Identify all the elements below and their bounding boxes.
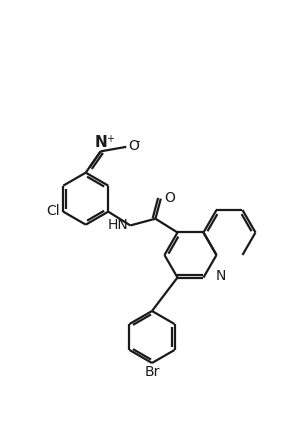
Text: N: N bbox=[94, 135, 107, 150]
Text: HN: HN bbox=[108, 218, 128, 232]
Text: N: N bbox=[216, 269, 226, 283]
Text: +: + bbox=[106, 134, 114, 145]
Text: Br: Br bbox=[144, 365, 160, 379]
Text: O: O bbox=[164, 191, 175, 204]
Text: -: - bbox=[135, 135, 140, 148]
Text: Cl: Cl bbox=[47, 204, 60, 218]
Text: O: O bbox=[128, 139, 139, 153]
